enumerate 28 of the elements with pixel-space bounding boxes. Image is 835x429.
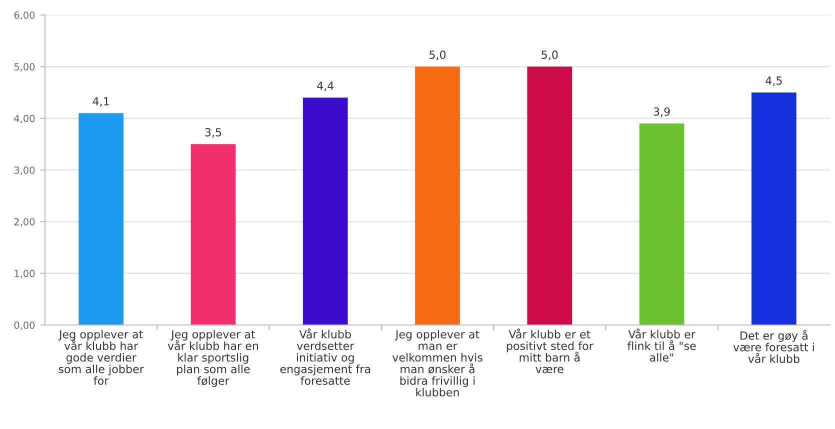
bar [78,113,124,325]
y-tick-label: 6,00 [14,11,35,20]
bar [639,124,684,325]
data-label: 5,0 [542,50,558,60]
bar [752,92,796,325]
y-tick-label: 3,00 [14,166,35,175]
data-label: 4,4 [317,82,334,92]
y-tick-label: 4,00 [14,114,35,124]
bar [527,66,572,325]
data-label: 5,0 [430,50,446,60]
data-label: 4,1 [92,97,109,107]
x-tick-label: Jeg opplever at man er velkommen hvis man ønsker å bidra frivillig i klubben [392,330,482,396]
bar [302,98,348,325]
x-tick-label: Jeg opplever at vår klubb har gode verdier som alle jobber for [58,330,144,385]
x-tick-label: Det er gøy å være foresatt i vår klubb [733,330,814,363]
x-tick-label: Vår klubb er flink til å "se alle" [627,328,696,362]
y-tick-label: 5,00 [14,63,35,72]
bar [415,66,460,325]
data-label: 3,5 [205,128,222,138]
x-tick-label: Vår klubb verdsetter initiativ og engasjement fra foresatte [280,328,370,385]
bar [190,144,236,325]
y-tick-label: 0,00 [14,321,35,330]
y-tick-label: 1,00 [14,270,35,278]
x-tick-label: Jeg opplever at vår klubb har en klar sportslig plan som alle følger [168,330,258,388]
data-label: 4,5 [766,76,782,86]
data-label: 3,9 [654,107,670,117]
y-tick-label: 2,00 [14,218,35,226]
x-tick-label: Vår klubb er et positivt sted for mitt barn å være [506,328,594,374]
